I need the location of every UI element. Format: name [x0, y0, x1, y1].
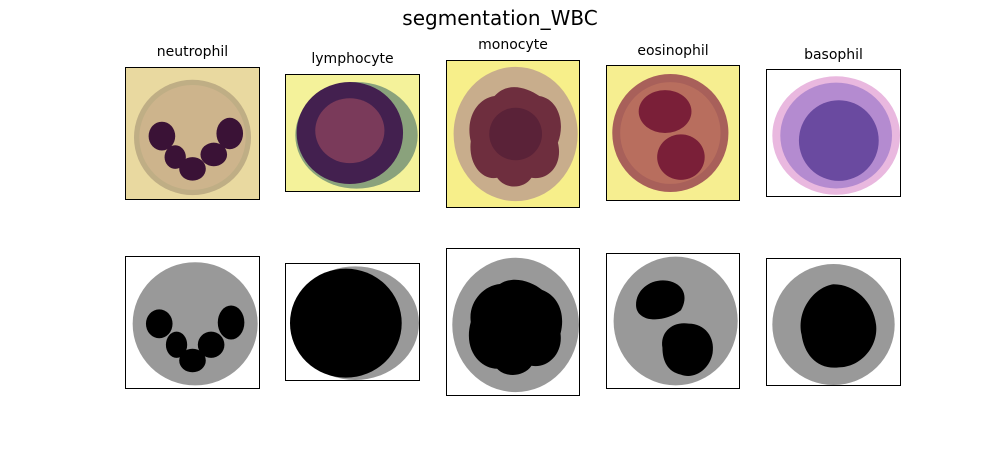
panel-title-lymphocyte: lymphocyte	[311, 51, 394, 67]
eosinophil-mask	[606, 253, 740, 389]
basophil-mask	[766, 258, 901, 386]
basophil-image	[766, 69, 901, 197]
panel-title-eosinophil: eosinophil	[637, 43, 709, 59]
lymphocyte-image	[285, 74, 420, 192]
neutrophil-mask	[125, 256, 260, 389]
monocyte-image	[446, 60, 580, 208]
panel-title-monocyte: monocyte	[478, 37, 548, 53]
eosinophil-image	[606, 65, 740, 201]
lymphocyte-mask	[285, 263, 420, 381]
figure-title: segmentation_WBC	[402, 6, 598, 30]
panel-title-neutrophil: neutrophil	[156, 44, 229, 60]
neutrophil-image	[125, 67, 260, 200]
monocyte-mask	[446, 248, 580, 396]
panel-title-basophil: basophil	[804, 47, 863, 63]
